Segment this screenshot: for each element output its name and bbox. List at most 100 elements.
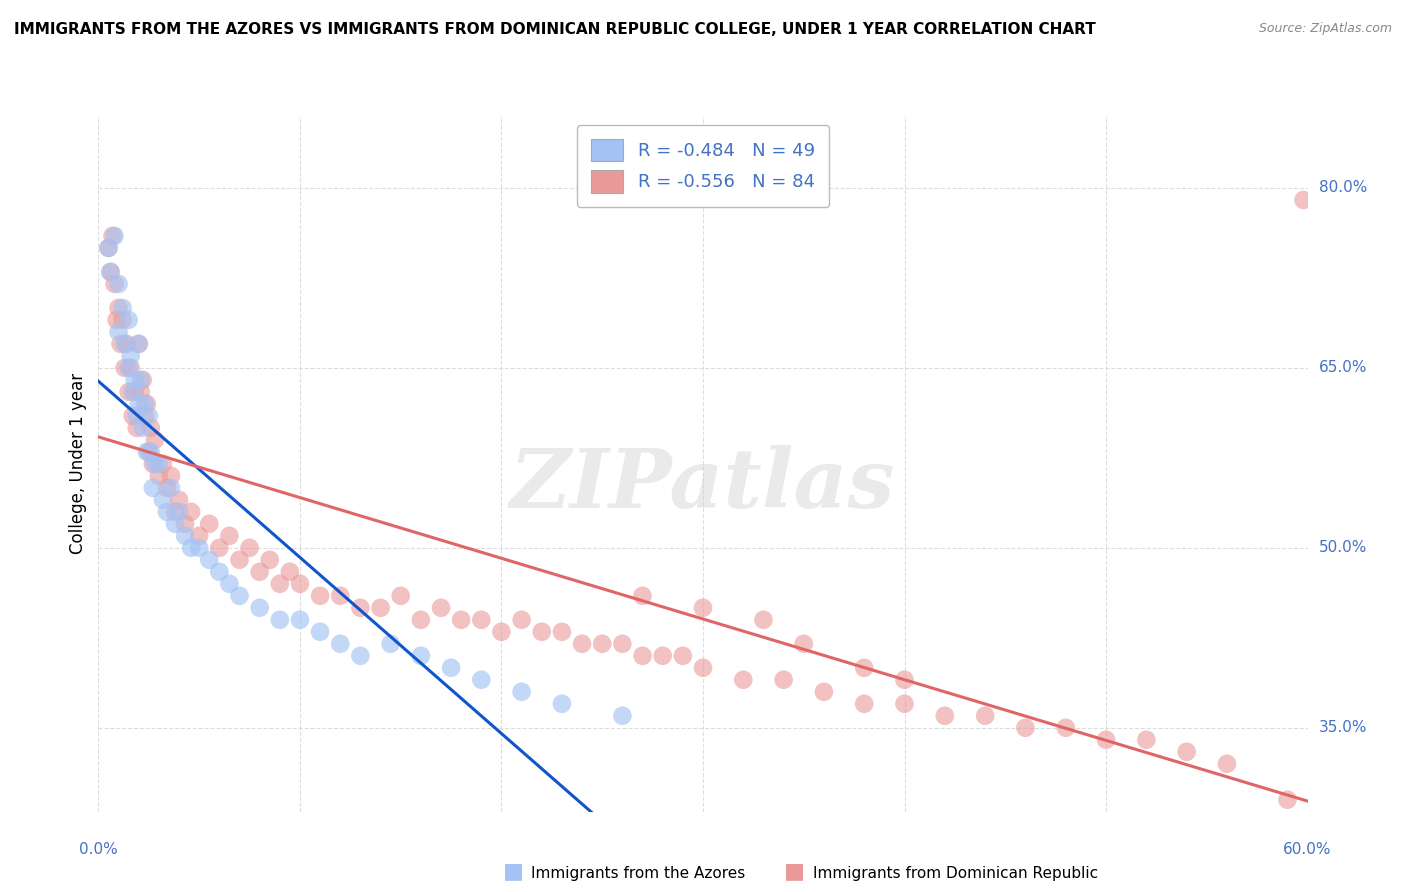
- Point: [349, 648, 371, 663]
- Point: [551, 697, 574, 711]
- Text: Immigrants from the Azores: Immigrants from the Azores: [531, 866, 745, 881]
- Point: [143, 457, 166, 471]
- Point: [692, 600, 714, 615]
- Point: [733, 673, 755, 687]
- Point: [450, 613, 472, 627]
- Point: [793, 637, 815, 651]
- Point: [180, 505, 202, 519]
- Point: [389, 589, 412, 603]
- Point: [278, 565, 301, 579]
- Point: [129, 373, 152, 387]
- Text: 0.0%: 0.0%: [79, 842, 118, 857]
- Point: [174, 529, 197, 543]
- Point: [121, 384, 143, 399]
- Point: [148, 468, 170, 483]
- Point: [107, 325, 129, 339]
- Text: 65.0%: 65.0%: [1319, 360, 1367, 376]
- Point: [132, 421, 155, 435]
- Point: [1095, 732, 1118, 747]
- Point: [853, 697, 876, 711]
- Point: [218, 529, 240, 543]
- Point: [1216, 756, 1239, 771]
- Point: [142, 481, 165, 495]
- Text: IMMIGRANTS FROM THE AZORES VS IMMIGRANTS FROM DOMINICAN REPUBLIC COLLEGE, UNDER : IMMIGRANTS FROM THE AZORES VS IMMIGRANTS…: [14, 22, 1095, 37]
- Point: [121, 409, 143, 423]
- Point: [752, 613, 775, 627]
- Point: [934, 708, 956, 723]
- Point: [114, 337, 136, 351]
- Text: 60.0%: 60.0%: [1284, 842, 1331, 857]
- Point: [329, 589, 352, 603]
- Point: [349, 600, 371, 615]
- Legend: R = -0.484   N = 49, R = -0.556   N = 84: R = -0.484 N = 49, R = -0.556 N = 84: [576, 125, 830, 207]
- Point: [551, 624, 574, 639]
- Point: [772, 673, 794, 687]
- Point: [156, 481, 179, 495]
- Point: [228, 589, 250, 603]
- Point: [139, 445, 162, 459]
- Point: [103, 277, 125, 291]
- Point: [128, 337, 150, 351]
- Point: [853, 661, 876, 675]
- Point: [152, 492, 174, 507]
- Point: [134, 409, 156, 423]
- Point: [491, 624, 513, 639]
- Point: [893, 697, 915, 711]
- Point: [139, 421, 162, 435]
- Point: [125, 421, 148, 435]
- Point: [1292, 193, 1315, 207]
- Point: [188, 529, 211, 543]
- Point: [100, 265, 122, 279]
- Point: [135, 445, 157, 459]
- Point: [167, 492, 190, 507]
- Point: [612, 708, 634, 723]
- Point: [163, 505, 186, 519]
- Point: [143, 433, 166, 447]
- Point: [198, 516, 221, 531]
- Point: [510, 685, 533, 699]
- Point: [120, 360, 142, 375]
- Point: [103, 228, 125, 243]
- Point: [1175, 745, 1198, 759]
- Text: Immigrants from Dominican Republic: Immigrants from Dominican Republic: [813, 866, 1098, 881]
- Point: [97, 241, 120, 255]
- Point: [288, 613, 311, 627]
- Point: [571, 637, 593, 651]
- Point: [430, 600, 453, 615]
- Point: [142, 457, 165, 471]
- Point: [409, 613, 432, 627]
- Point: [329, 637, 352, 651]
- Point: [160, 481, 183, 495]
- Point: [692, 661, 714, 675]
- Point: [125, 409, 148, 423]
- Point: [409, 648, 432, 663]
- Point: [651, 648, 673, 663]
- Point: [218, 576, 240, 591]
- Point: [1277, 793, 1299, 807]
- Point: [470, 673, 492, 687]
- Text: 35.0%: 35.0%: [1319, 720, 1367, 735]
- Point: [893, 673, 915, 687]
- Point: [309, 589, 332, 603]
- Point: [132, 373, 155, 387]
- Point: [974, 708, 997, 723]
- Point: [1135, 732, 1157, 747]
- Point: [160, 468, 183, 483]
- Point: [118, 360, 141, 375]
- Text: ■: ■: [785, 862, 804, 881]
- Point: [110, 337, 132, 351]
- Point: [249, 600, 271, 615]
- Point: [530, 624, 553, 639]
- Point: [107, 277, 129, 291]
- Point: [148, 457, 170, 471]
- Text: ZIPatlas: ZIPatlas: [510, 445, 896, 524]
- Point: [129, 384, 152, 399]
- Point: [591, 637, 613, 651]
- Point: [111, 313, 134, 327]
- Point: [120, 349, 142, 363]
- Point: [198, 553, 221, 567]
- Point: [118, 384, 141, 399]
- Point: [380, 637, 402, 651]
- Point: [249, 565, 271, 579]
- Point: [208, 565, 231, 579]
